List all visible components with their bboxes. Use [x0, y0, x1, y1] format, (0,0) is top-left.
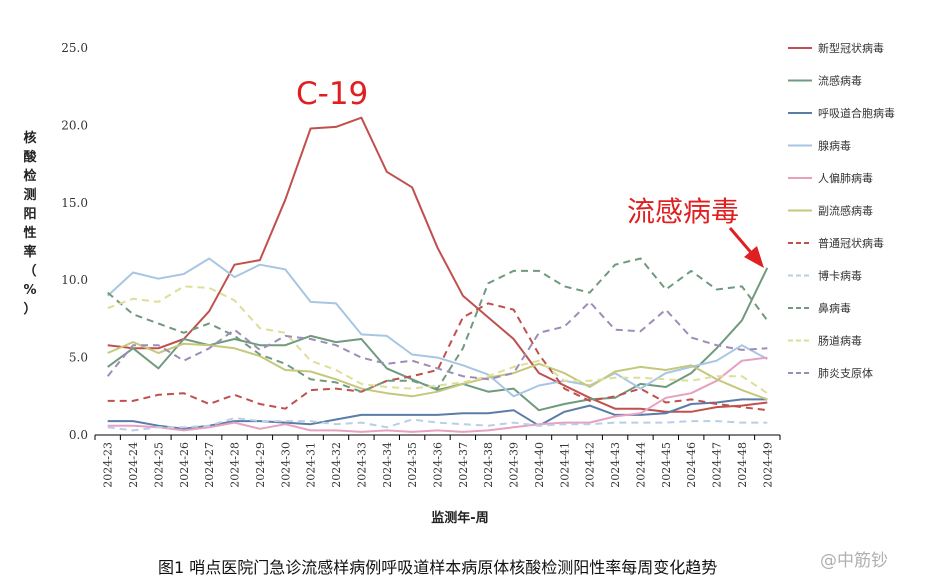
- y-tick-label: 0.0: [69, 428, 88, 442]
- x-tick-label: 2024-31: [305, 442, 318, 488]
- x-tick-label: 2024-42: [584, 442, 597, 488]
- legend-label: 腺病毒: [818, 139, 851, 153]
- legend-label: 呼吸道合胞病毒: [818, 106, 895, 120]
- x-tick-label: 2024-34: [381, 442, 394, 488]
- legend-label: 普通冠状病毒: [818, 236, 884, 250]
- legend-label: 博卡病毒: [818, 269, 862, 283]
- series-line: [107, 356, 768, 433]
- x-tick-label: 2024-26: [178, 442, 191, 488]
- series-line: [107, 302, 768, 412]
- legend-label: 鼻病毒: [818, 301, 851, 315]
- legend-label: 新型冠状病毒: [818, 41, 884, 55]
- x-tick-label: 2024-36: [432, 442, 445, 488]
- x-tick-label: 2024-43: [609, 442, 622, 488]
- watermark: @中筋钞: [820, 551, 888, 571]
- legend-label: 副流感病毒: [818, 204, 873, 218]
- x-tick-label: 2024-32: [330, 442, 343, 488]
- y-tick-label: 25.0: [61, 41, 88, 55]
- flu-annotation: 流感病毒: [627, 195, 739, 228]
- y-axis-title: 核酸检测阳性率（%）: [23, 130, 37, 317]
- legend: 新型冠状病毒流感病毒呼吸道合胞病毒腺病毒人偏肺病毒副流感病毒普通冠状病毒博卡病毒…: [788, 41, 895, 380]
- series-line: [106, 300, 768, 381]
- x-tick-label: 2024-23: [102, 442, 115, 488]
- x-tick-label: 2024-48: [736, 442, 749, 488]
- series-line: [107, 116, 768, 413]
- x-tick-label: 2024-37: [457, 442, 470, 488]
- x-tick-label: 2024-47: [711, 442, 724, 488]
- x-tick-label: 2024-45: [660, 442, 673, 488]
- y-axis-ticks: 0.0 5.0 10.0 15.0 20.0 25.0: [61, 41, 88, 442]
- c19-annotation: C-19: [296, 76, 368, 112]
- series-lines: [106, 116, 769, 433]
- series-line: [107, 341, 768, 401]
- x-tick-label: 2024-25: [152, 442, 165, 488]
- legend-label: 人偏肺病毒: [818, 171, 873, 185]
- x-tick-label: 2024-28: [229, 442, 242, 488]
- x-tick-label: 2024-46: [685, 442, 698, 488]
- x-tick-label: 2024-40: [533, 442, 546, 488]
- legend-label: 肺炎支原体: [818, 366, 873, 380]
- y-tick-label: 10.0: [61, 273, 88, 287]
- legend-label: 流感病毒: [818, 74, 862, 88]
- series-line: [107, 257, 769, 393]
- arrow-icon: [728, 227, 764, 268]
- x-tick-label: 2024-29: [254, 442, 267, 488]
- legend-label: 肠道病毒: [818, 334, 862, 348]
- figure-caption: 图1 哨点医院门急诊流感样病例呼吸道样本病原体核酸检测阳性率每周变化趋势: [158, 558, 717, 577]
- x-tick-label: 2024-27: [203, 442, 216, 488]
- x-tick-label: 2024-30: [279, 442, 292, 488]
- x-tick-label: 2024-41: [558, 442, 571, 488]
- x-tick-label: 2024-38: [482, 442, 495, 488]
- series-line: [107, 257, 768, 398]
- y-tick-label: 5.0: [69, 351, 88, 365]
- y-tick-label: 15.0: [61, 196, 88, 210]
- x-axis-title: 监测年-周: [431, 510, 488, 526]
- y-tick-label: 20.0: [61, 118, 88, 132]
- x-tick-label: 2024-49: [761, 442, 774, 488]
- series-line: [107, 285, 768, 395]
- x-axis-ticks: 2024-23 2024-24 2024-25 2024-26 2024-27 2024-…: [94, 435, 781, 488]
- x-tick-label: 2024-35: [406, 442, 419, 488]
- x-tick-label: 2024-39: [508, 442, 521, 488]
- x-tick-label: 2024-24: [127, 442, 140, 488]
- series-line: [107, 417, 768, 432]
- x-tick-label: 2024-44: [634, 442, 647, 488]
- x-tick-label: 2024-33: [355, 442, 368, 488]
